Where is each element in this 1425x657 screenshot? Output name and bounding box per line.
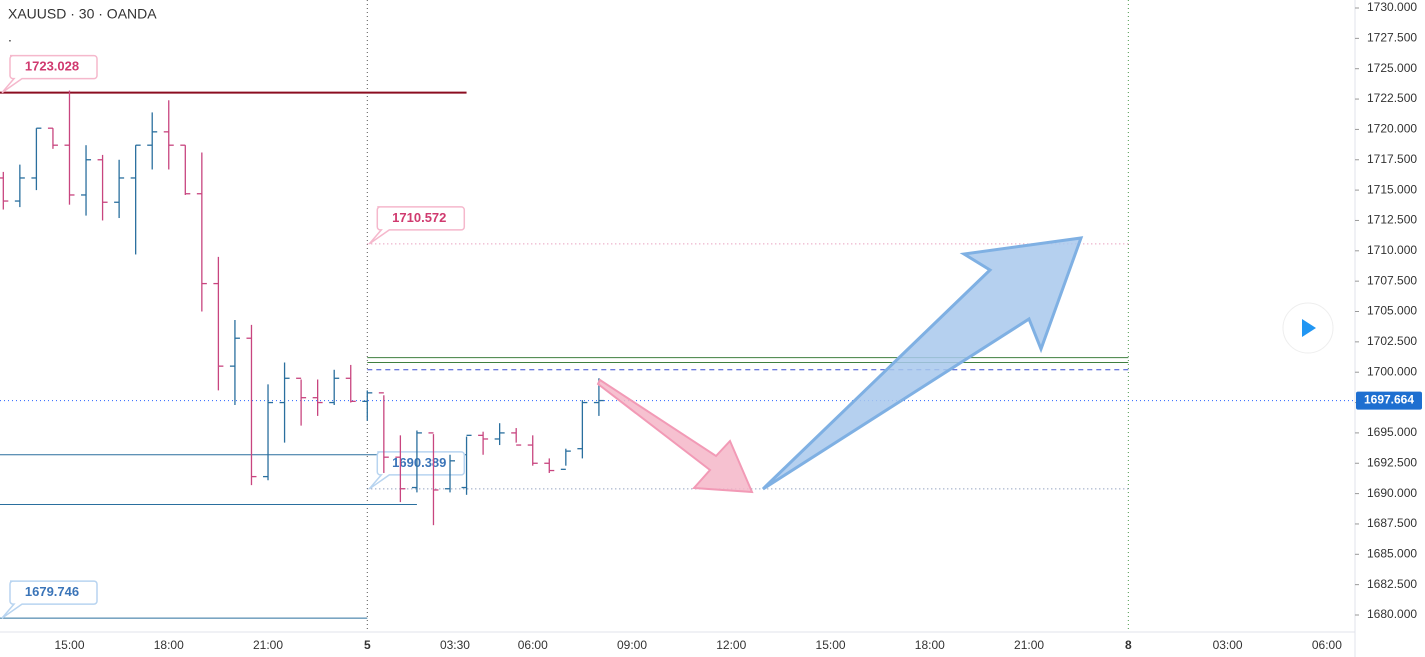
x-tick-label: 06:00 <box>1312 638 1342 652</box>
bars-layer <box>0 90 604 526</box>
x-tick-label: 06:00 <box>518 638 548 652</box>
y-tick-label: 1685.000 <box>1367 546 1417 560</box>
y-tick-label: 1730.000 <box>1367 0 1417 14</box>
y-tick-label: 1682.500 <box>1367 577 1417 591</box>
y-tick-label: 1720.000 <box>1367 122 1417 136</box>
chart-subtitle: . <box>8 29 12 45</box>
x-tick-label: 15:00 <box>54 638 84 652</box>
label-callout <box>1 580 98 619</box>
level-label: 1723.028 <box>25 59 79 74</box>
down-arrow <box>596 378 754 494</box>
y-tick-label: 1705.000 <box>1367 304 1417 318</box>
x-tick-label: 21:00 <box>1014 638 1044 652</box>
y-tick-label: 1692.500 <box>1367 455 1417 469</box>
y-tick-label: 1707.500 <box>1367 273 1417 287</box>
x-tick-label: 03:30 <box>440 638 470 652</box>
label-callout <box>1 54 98 94</box>
play-icon <box>1302 319 1316 337</box>
x-tick-label: 12:00 <box>716 638 746 652</box>
y-tick-label: 1680.000 <box>1367 607 1417 621</box>
level-label: 1710.572 <box>392 210 446 225</box>
y-tick-label: 1727.500 <box>1367 31 1417 45</box>
y-tick-label: 1695.000 <box>1367 425 1417 439</box>
y-tick-label: 1722.500 <box>1367 91 1417 105</box>
chart-title: XAUUSD · 30 · OANDA <box>8 6 157 22</box>
y-tick-label: 1702.500 <box>1367 334 1417 348</box>
x-tick-label: 18:00 <box>154 638 184 652</box>
x-tick-label: 8 <box>1125 638 1132 652</box>
last-price-label: 1697.664 <box>1364 393 1414 407</box>
x-tick-label: 03:00 <box>1213 638 1243 652</box>
y-tick-label: 1690.000 <box>1367 486 1417 500</box>
x-tick-label: 5 <box>364 638 371 652</box>
y-tick-label: 1725.000 <box>1367 61 1417 75</box>
grid-layer <box>366 0 1129 632</box>
y-tick-label: 1710.000 <box>1367 243 1417 257</box>
last-price-box <box>1356 391 1422 410</box>
x-tick-label: 09:00 <box>617 638 647 652</box>
x-tick-label: 18:00 <box>915 638 945 652</box>
y-tick-label: 1687.500 <box>1367 516 1417 530</box>
y-tick-label: 1715.000 <box>1367 182 1417 196</box>
y-tick-label: 1712.500 <box>1367 213 1417 227</box>
x-tick-label: 15:00 <box>816 638 846 652</box>
y-tick-label: 1700.000 <box>1367 364 1417 378</box>
label-callout <box>368 206 466 245</box>
y-tick-label: 1717.500 <box>1367 152 1417 166</box>
up-arrow <box>761 236 1084 491</box>
x-tick-label: 21:00 <box>253 638 283 652</box>
level-label: 1679.746 <box>25 584 79 599</box>
